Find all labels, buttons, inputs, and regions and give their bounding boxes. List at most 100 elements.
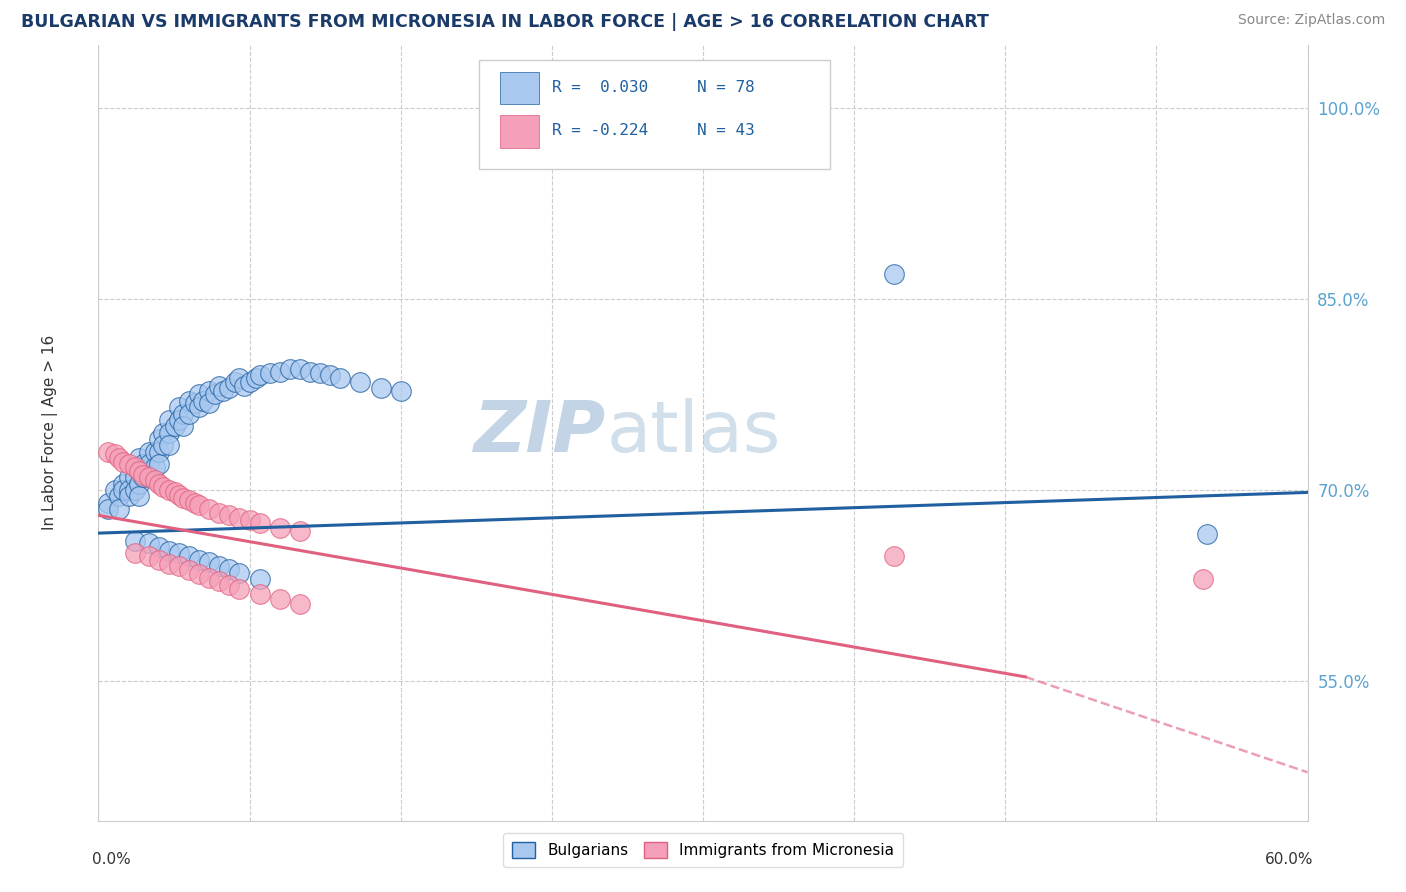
Point — [1191, 572, 1213, 586]
Point — [128, 489, 150, 503]
Point — [97, 495, 120, 509]
Point — [152, 438, 174, 452]
Point — [124, 546, 146, 560]
Point — [288, 524, 311, 538]
Point — [132, 458, 155, 472]
Point — [228, 371, 250, 385]
Point — [249, 516, 271, 530]
Point — [152, 480, 174, 494]
Point — [188, 553, 211, 567]
Point — [208, 378, 231, 392]
Point — [228, 566, 250, 580]
Point — [883, 549, 905, 563]
Point — [198, 571, 221, 585]
Point — [157, 425, 180, 440]
Point — [157, 438, 180, 452]
Point — [157, 483, 180, 497]
Point — [97, 444, 120, 458]
Text: Source: ZipAtlas.com: Source: ZipAtlas.com — [1237, 13, 1385, 28]
Point — [167, 400, 190, 414]
Point — [157, 544, 180, 558]
Point — [107, 451, 129, 466]
Point — [212, 384, 235, 398]
Point — [179, 407, 201, 421]
Point — [143, 460, 166, 475]
Point — [167, 488, 190, 502]
Point — [167, 559, 190, 574]
Point — [198, 502, 221, 516]
Point — [124, 533, 146, 548]
Point — [148, 476, 170, 491]
Point — [188, 498, 211, 512]
Point — [118, 489, 141, 503]
Point — [188, 387, 211, 401]
Point — [167, 546, 190, 560]
Point — [278, 362, 301, 376]
Point — [269, 592, 291, 607]
FancyBboxPatch shape — [501, 71, 538, 104]
Point — [148, 540, 170, 554]
Text: In Labor Force | Age > 16: In Labor Force | Age > 16 — [42, 335, 58, 530]
Point — [224, 375, 246, 389]
Point — [107, 489, 129, 503]
Point — [269, 365, 291, 379]
Point — [172, 491, 194, 505]
Point — [118, 470, 141, 484]
Point — [128, 464, 150, 478]
Point — [143, 473, 166, 487]
Point — [389, 384, 412, 398]
Point — [188, 566, 211, 581]
Point — [309, 366, 332, 380]
Text: R = -0.224: R = -0.224 — [551, 123, 648, 138]
Point — [138, 470, 160, 484]
Text: ZIP: ZIP — [474, 398, 606, 467]
Point — [138, 536, 160, 550]
Point — [103, 447, 125, 461]
Point — [269, 521, 291, 535]
Point — [218, 508, 240, 523]
Point — [157, 557, 180, 571]
Point — [107, 502, 129, 516]
Text: N = 78: N = 78 — [697, 79, 755, 95]
Text: 0.0%: 0.0% — [93, 852, 131, 867]
Point — [198, 555, 221, 569]
Point — [218, 381, 240, 395]
Point — [103, 483, 125, 497]
Point — [163, 485, 186, 500]
Point — [259, 366, 281, 380]
FancyBboxPatch shape — [501, 115, 538, 148]
Point — [132, 470, 155, 484]
Point — [138, 444, 160, 458]
Point — [111, 455, 134, 469]
Point — [124, 460, 146, 475]
Point — [184, 495, 207, 509]
Point — [370, 381, 392, 395]
Point — [319, 368, 342, 383]
Point — [167, 413, 190, 427]
Point — [124, 470, 146, 484]
Point — [288, 362, 311, 376]
Point — [128, 451, 150, 466]
Point — [208, 506, 231, 520]
Point — [172, 407, 194, 421]
Point — [179, 393, 201, 408]
Point — [208, 559, 231, 574]
Point — [111, 476, 134, 491]
Point — [97, 502, 120, 516]
Point — [148, 444, 170, 458]
Point — [249, 587, 271, 601]
Text: R =  0.030: R = 0.030 — [551, 79, 648, 95]
Text: 60.0%: 60.0% — [1265, 852, 1313, 867]
Point — [128, 464, 150, 478]
Point — [163, 419, 186, 434]
Point — [1195, 527, 1218, 541]
Point — [143, 444, 166, 458]
Point — [228, 511, 250, 525]
Text: N = 43: N = 43 — [697, 123, 755, 138]
Point — [249, 368, 271, 383]
Point — [111, 483, 134, 497]
Point — [232, 378, 254, 392]
Point — [118, 483, 141, 497]
Point — [124, 483, 146, 497]
Point — [148, 553, 170, 567]
